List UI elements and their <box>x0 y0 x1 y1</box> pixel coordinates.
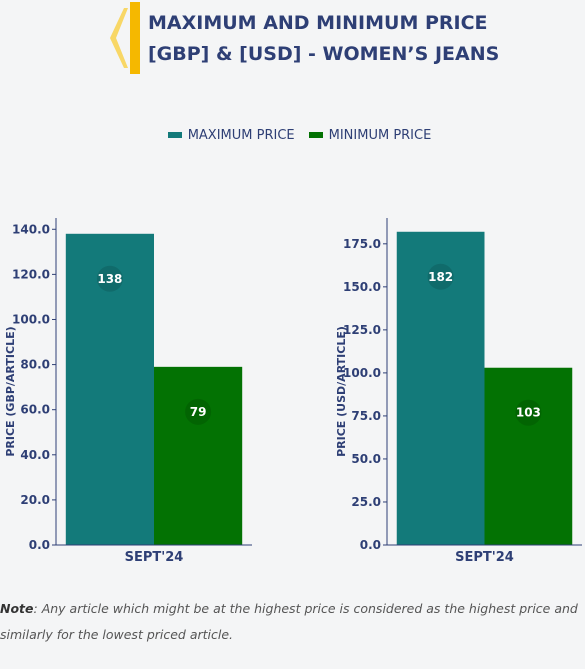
legend-label: MAXIMUM PRICE <box>187 128 295 143</box>
value-label: 182 <box>428 270 453 284</box>
value-label-bg <box>185 398 212 425</box>
title-line: MAXIMUM AND MINIMUM PRICE <box>148 12 488 34</box>
y-tick-label: 100.0 <box>12 312 50 326</box>
value-label: 138 <box>97 272 122 286</box>
y-tick-label: 0.0 <box>360 538 381 552</box>
y-tick-label: 50.0 <box>351 452 381 466</box>
y-tick-label: 140.0 <box>12 222 50 236</box>
bar <box>484 367 573 545</box>
page-title: MAXIMUM AND MINIMUM PRICE [GBP] & [USD] … <box>148 8 499 70</box>
value-label: 103 <box>516 406 541 420</box>
y-tick-label: 20.0 <box>20 493 50 507</box>
value-label: 79 <box>190 405 207 419</box>
y-axis-label: PRICE (GBP/ARTICLE) <box>4 326 17 456</box>
bar <box>154 366 243 545</box>
legend: MAXIMUM PRICE MINIMUM PRICE <box>0 128 585 143</box>
x-tick-label: SEPT'24 <box>125 550 184 565</box>
title-bar <box>130 2 140 74</box>
note: Note: Any article which might be at the … <box>0 596 585 648</box>
y-tick-label: 40.0 <box>20 448 50 462</box>
charts: 0.0 20.0 40.0 60.0 80.0 100.0 120.0 140.0 138 79 S… <box>4 218 582 565</box>
y-tick-label: 75.0 <box>351 409 381 423</box>
bar <box>65 233 154 546</box>
note-text: : Any article which might be at the high… <box>0 601 578 642</box>
y-tick-label: 175.0 <box>343 237 381 251</box>
y-tick-label: 125.0 <box>343 323 381 337</box>
value-label-bg <box>427 263 454 290</box>
y-tick-label: 150.0 <box>343 280 381 294</box>
y-tick-label: 25.0 <box>351 495 381 509</box>
title-line: [GBP] & [USD] - WOMEN’S JEANS <box>148 43 500 65</box>
bar <box>396 231 485 545</box>
note-label: Note <box>0 601 34 616</box>
y-axis-label: PRICE (USD/ARTICLE) <box>335 326 348 457</box>
y-tick-label: 120.0 <box>12 267 50 281</box>
y-tick-label: 60.0 <box>20 403 50 417</box>
y-tick-label: 100.0 <box>343 366 381 380</box>
legend-label: MINIMUM PRICE <box>328 128 432 143</box>
legend-swatch <box>167 131 182 138</box>
value-label-bg <box>515 399 542 426</box>
legend-swatch <box>308 131 323 138</box>
value-label-bg <box>96 265 123 292</box>
x-tick-label: SEPT'24 <box>455 550 514 565</box>
y-tick-label: 0.0 <box>29 538 50 552</box>
y-tick-label: 80.0 <box>20 358 50 372</box>
title-chevron <box>110 8 128 68</box>
